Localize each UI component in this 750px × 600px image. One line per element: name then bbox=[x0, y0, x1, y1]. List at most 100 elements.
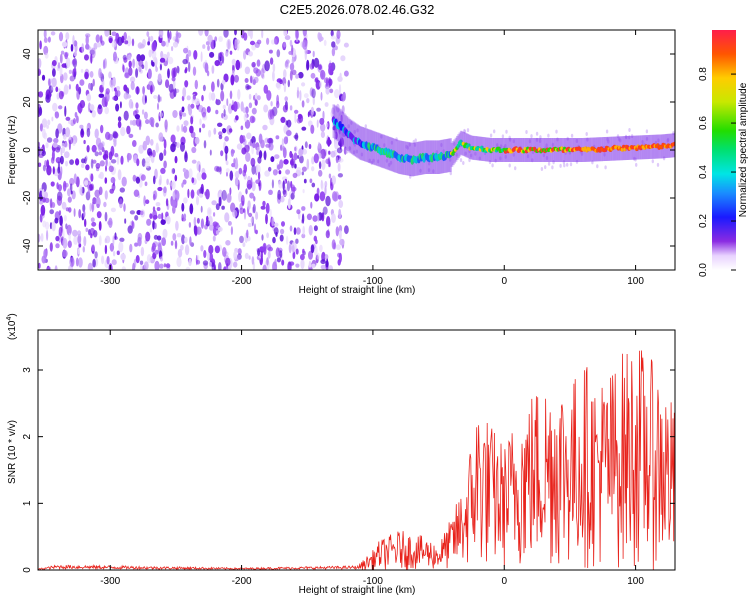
noise-cell bbox=[108, 165, 114, 173]
noise-cell bbox=[104, 238, 107, 244]
noise-cell bbox=[225, 160, 229, 166]
noise-cell bbox=[186, 95, 191, 101]
noise-cell bbox=[98, 93, 105, 98]
noise-cell bbox=[102, 59, 106, 70]
noise-cell bbox=[119, 101, 122, 109]
noise-cell bbox=[39, 200, 43, 205]
noise-cell bbox=[128, 67, 133, 76]
noise-cell bbox=[289, 105, 293, 111]
snr-y-tick-label: 2 bbox=[22, 433, 33, 439]
noise-cell bbox=[196, 217, 200, 224]
noise-cell bbox=[279, 79, 283, 85]
noise-cell bbox=[238, 167, 243, 175]
noise-cell bbox=[338, 208, 342, 219]
noise-cell bbox=[165, 40, 169, 48]
noise-cell bbox=[463, 129, 467, 134]
noise-cell bbox=[98, 221, 102, 231]
noise-cell bbox=[96, 42, 102, 48]
noise-cell bbox=[135, 176, 141, 184]
noise-cell bbox=[255, 211, 259, 220]
noise-cell bbox=[337, 252, 341, 258]
noise-cell bbox=[118, 198, 123, 209]
noise-cell bbox=[325, 78, 329, 87]
noise-cell bbox=[192, 66, 197, 76]
noise-cell bbox=[46, 229, 49, 241]
noise-cell bbox=[204, 30, 209, 37]
noise-cell bbox=[289, 150, 293, 159]
noise-cell bbox=[140, 210, 144, 216]
noise-cell bbox=[120, 253, 126, 261]
noise-cell bbox=[313, 225, 318, 232]
noise-cell bbox=[118, 241, 124, 253]
noise-cell bbox=[48, 93, 51, 99]
noise-cell bbox=[566, 136, 569, 141]
noise-cell bbox=[322, 206, 328, 215]
noise-cell bbox=[308, 260, 312, 268]
noise-cell bbox=[324, 254, 329, 260]
noise-cell bbox=[508, 137, 512, 142]
noise-cell bbox=[603, 152, 606, 157]
noise-cell bbox=[43, 30, 47, 39]
noise-cell bbox=[184, 80, 189, 88]
noise-cell bbox=[538, 139, 542, 143]
noise-cell bbox=[335, 226, 339, 237]
noise-cell bbox=[297, 113, 303, 119]
noise-cell bbox=[182, 179, 187, 185]
noise-cell bbox=[98, 151, 103, 156]
noise-cell bbox=[312, 95, 315, 106]
noise-cell bbox=[630, 134, 634, 139]
noise-cell bbox=[142, 140, 147, 151]
noise-cell bbox=[275, 247, 280, 258]
noise-cell bbox=[591, 160, 594, 165]
noise-cell bbox=[183, 120, 189, 127]
noise-cell bbox=[334, 138, 339, 150]
noise-cell bbox=[235, 115, 239, 121]
noise-cell bbox=[309, 178, 313, 184]
noise-cell bbox=[277, 189, 282, 200]
noise-cell bbox=[317, 32, 321, 40]
noise-cell bbox=[91, 144, 97, 153]
noise-cell bbox=[190, 189, 195, 199]
noise-cell bbox=[114, 153, 119, 158]
noise-cell bbox=[136, 158, 140, 167]
noise-cell bbox=[133, 189, 140, 197]
noise-cell bbox=[296, 86, 300, 95]
noise-cell bbox=[65, 127, 71, 138]
noise-cell bbox=[291, 57, 295, 65]
noise-cell bbox=[67, 240, 72, 248]
noise-cell bbox=[230, 148, 234, 157]
noise-cell bbox=[324, 102, 329, 107]
noise-cell bbox=[285, 136, 289, 144]
noise-cell bbox=[499, 156, 502, 161]
noise-cell bbox=[234, 74, 239, 83]
noise-cell bbox=[326, 216, 331, 227]
noise-cell bbox=[231, 58, 236, 66]
noise-cell bbox=[331, 47, 336, 57]
noise-cell bbox=[380, 134, 383, 139]
noise-cell bbox=[540, 167, 544, 171]
noise-cell bbox=[222, 247, 227, 257]
noise-cell bbox=[269, 208, 272, 218]
noise-cell bbox=[123, 84, 128, 92]
colorbar-tick-label: 0.6 bbox=[698, 116, 709, 130]
snr-x-ticks: -300 -200 -100 0 100 bbox=[100, 330, 644, 587]
noise-cell bbox=[140, 246, 145, 257]
noise-cell bbox=[248, 212, 253, 218]
noise-cell bbox=[101, 96, 107, 108]
noise-cell bbox=[129, 210, 135, 215]
noise-cell bbox=[70, 190, 73, 195]
noise-cell bbox=[389, 160, 393, 165]
noise-cell bbox=[111, 40, 117, 48]
noise-cell bbox=[54, 111, 59, 116]
noise-cell bbox=[310, 124, 315, 134]
noise-cell bbox=[233, 101, 238, 112]
noise-cell bbox=[505, 129, 508, 134]
noise-cell bbox=[94, 189, 100, 198]
noise-cell bbox=[657, 138, 660, 143]
noise-cell bbox=[57, 62, 61, 69]
noise-cell bbox=[138, 66, 142, 73]
noise-cell bbox=[159, 152, 164, 161]
noise-cell bbox=[220, 150, 224, 157]
noise-cell bbox=[285, 60, 289, 68]
noise-cell bbox=[65, 160, 68, 167]
